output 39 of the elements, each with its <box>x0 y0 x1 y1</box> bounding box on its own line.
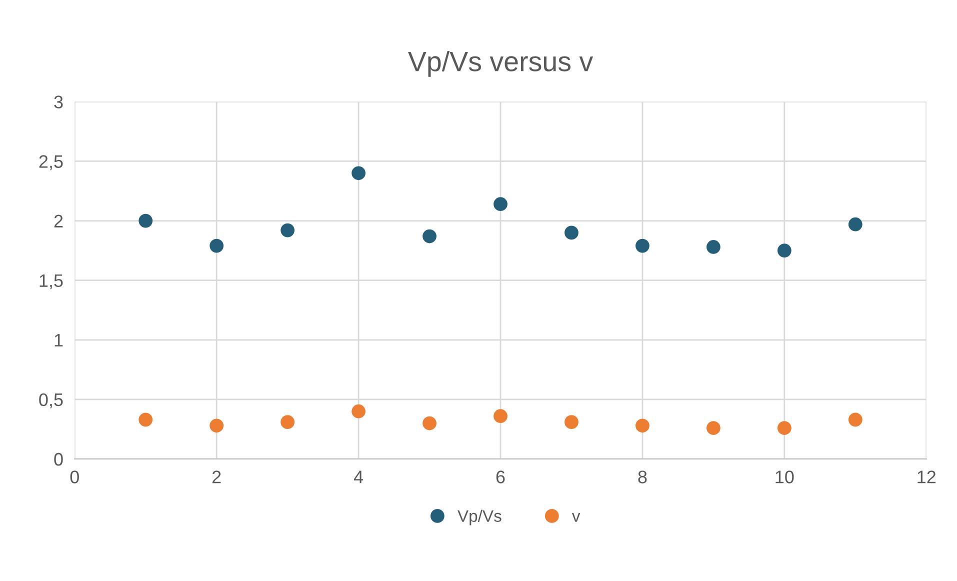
x-tick-label: 6 <box>496 470 505 484</box>
point <box>848 217 862 232</box>
point <box>636 238 650 253</box>
y-tick-label: 1 <box>54 334 63 346</box>
y-tick-label: 0 <box>54 452 63 466</box>
y-tick-label: 2,5 <box>39 155 63 170</box>
x-tick-label: 12 <box>918 470 936 484</box>
point <box>706 421 720 435</box>
point <box>138 412 153 427</box>
legend-label: v <box>572 512 580 522</box>
point <box>352 166 366 180</box>
point <box>210 418 224 433</box>
point <box>494 409 508 424</box>
point <box>280 223 295 238</box>
chart-title: Vp/Vs versus v <box>408 50 594 77</box>
x-tick-label: 8 <box>638 470 647 484</box>
point <box>422 416 436 430</box>
point <box>494 197 508 212</box>
x-tick-label: 4 <box>354 470 364 484</box>
point <box>636 418 650 433</box>
y-tick-label: 1,5 <box>40 274 63 290</box>
point <box>210 238 224 253</box>
point <box>848 412 862 427</box>
x-tick-label: 2 <box>212 470 221 484</box>
point <box>138 214 153 228</box>
point <box>777 244 792 258</box>
legend-label: Vp/Vs <box>458 510 502 526</box>
point <box>422 229 436 244</box>
point <box>777 421 792 435</box>
point <box>280 415 295 430</box>
point <box>706 240 720 254</box>
point <box>564 226 578 240</box>
point <box>564 415 578 430</box>
point <box>352 404 366 418</box>
x-tick-label: 10 <box>776 470 794 484</box>
y-tick-label: 3 <box>54 96 63 108</box>
x-tick-label: 0 <box>70 470 79 484</box>
y-tick-label: 0,5 <box>39 393 63 408</box>
y-tick-label: 2 <box>54 214 63 228</box>
